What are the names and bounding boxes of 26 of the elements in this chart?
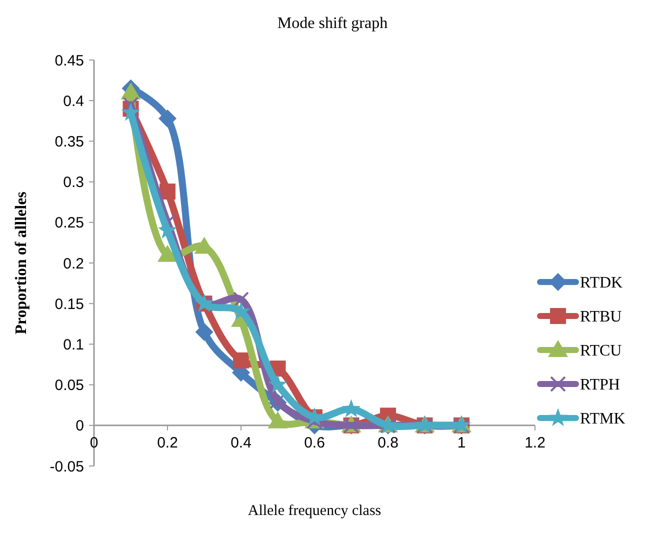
x-tick-label: 0	[90, 434, 98, 452]
y-tick-label: -0.05	[50, 458, 84, 476]
y-tick-label: 0	[76, 418, 84, 435]
legend-label: RTMK	[580, 410, 626, 428]
x-tick-label: 0.4	[230, 434, 252, 452]
y-axis-title: Proportion of allleles	[13, 192, 30, 334]
legend-label: RTPH	[580, 376, 620, 394]
x-tick-label: 0.2	[157, 434, 178, 452]
x-tick-label: 0.8	[378, 434, 398, 452]
y-tick-label: 0.15	[54, 296, 84, 313]
x-tick-label: 1.2	[524, 434, 546, 452]
y-tick-label: 0.35	[54, 133, 84, 150]
y-tick-label: 0.3	[63, 174, 84, 192]
chart-title: Mode shift graph	[277, 15, 388, 32]
y-tick-label: 0.25	[54, 214, 84, 232]
y-tick-label: 0.2	[63, 255, 84, 272]
y-tick-label: 0.1	[63, 336, 84, 354]
y-tick-label: 0.4	[63, 92, 84, 110]
y-tick-label: 0.05	[54, 377, 84, 394]
legend-label: RTBU	[580, 308, 622, 326]
x-axis-title: Allele frequency class	[248, 503, 382, 519]
y-tick-label: 0.45	[54, 52, 84, 70]
x-tick-label: 1	[457, 434, 466, 452]
legend-label: RTCU	[580, 342, 622, 360]
legend-label: RTDK	[580, 274, 624, 292]
x-tick-label: 0.6	[304, 434, 325, 452]
